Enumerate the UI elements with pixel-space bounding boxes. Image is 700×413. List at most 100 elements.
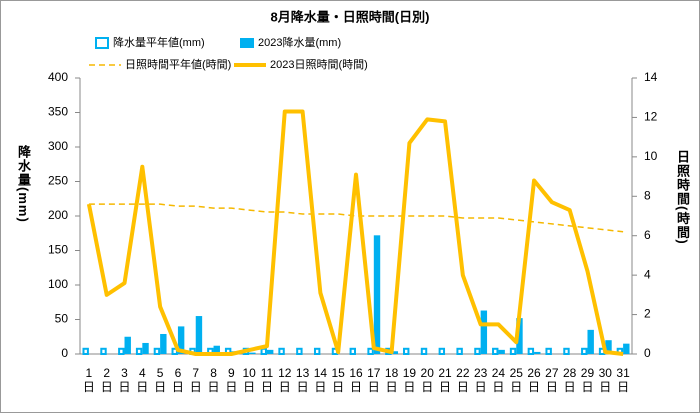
bar <box>124 336 131 354</box>
bar <box>142 342 149 354</box>
y-tick-label: 350 <box>48 105 68 119</box>
x-tick-label: 1日 <box>82 366 95 394</box>
bar <box>160 333 167 354</box>
legend-swatch <box>240 38 254 48</box>
x-tick-label: 24日 <box>491 366 506 394</box>
bar <box>420 347 428 356</box>
y2-tick-label: 14 <box>644 70 658 84</box>
bar <box>367 347 374 356</box>
x-tick-label: 25日 <box>509 366 523 394</box>
bar <box>563 347 570 356</box>
bar <box>516 318 523 354</box>
bar <box>213 345 220 354</box>
y-tick-label: 0 <box>61 346 68 360</box>
x-tick-label: 4日 <box>136 366 149 394</box>
y2-tick-label: 0 <box>644 346 651 360</box>
bar <box>480 310 488 354</box>
x-tick-label: 14日 <box>313 366 328 394</box>
x-tick-label: 17日 <box>367 366 381 394</box>
y2-tick-label: 4 <box>644 267 651 281</box>
x-tick-label: 30日 <box>598 366 612 394</box>
y2-tick-label: 6 <box>644 228 651 242</box>
x-tick-label: 26日 <box>527 366 541 394</box>
bar <box>492 347 499 356</box>
x-tick-label: 19日 <box>402 366 417 394</box>
x-tick-label: 5日 <box>154 366 167 394</box>
y2-tick-label: 8 <box>644 188 651 202</box>
x-tick-label: 22日 <box>456 366 470 394</box>
y-tick-label: 100 <box>48 277 68 291</box>
bar <box>266 349 274 354</box>
bar <box>391 351 399 354</box>
bar <box>509 347 517 356</box>
legend-label: 2023日照時間(時間) <box>270 58 368 71</box>
bar <box>545 347 552 356</box>
x-tick-label: 31日 <box>616 366 630 394</box>
bar <box>135 347 143 356</box>
x-tick-label: 18日 <box>384 366 399 394</box>
bar <box>605 340 612 354</box>
x-tick-label: 2日 <box>100 366 113 394</box>
bar <box>249 352 256 354</box>
x-tick-label: 21日 <box>438 366 452 394</box>
y2-tick-label: 12 <box>644 110 658 124</box>
x-tick-label: 23日 <box>473 366 488 394</box>
y-tick-label: 400 <box>48 70 68 84</box>
x-tick-label: 8日 <box>207 366 220 394</box>
legend-label: 2023降水量(mm) <box>258 35 341 49</box>
bar <box>278 347 285 356</box>
y-tick-label: 200 <box>48 208 68 222</box>
bar <box>82 347 89 356</box>
x-tick-label: 15日 <box>331 366 345 394</box>
bar <box>373 235 381 354</box>
y2-tick-label: 10 <box>644 149 658 163</box>
x-tick-label: 29日 <box>580 366 595 394</box>
bar <box>623 343 630 354</box>
legend-swatch <box>95 37 109 49</box>
bar <box>587 329 594 354</box>
bar <box>313 347 321 356</box>
bar <box>296 347 303 356</box>
y2-axis-label: 日照時間(時間) <box>675 150 690 245</box>
chart-title: 8月降水量・日照時間(日別) <box>271 9 430 24</box>
bar <box>527 347 535 356</box>
bar <box>403 347 410 356</box>
x-tick-label: 9日 <box>225 366 238 394</box>
y-tick-label: 150 <box>48 243 68 257</box>
bar <box>498 349 505 354</box>
x-tick-label: 12日 <box>278 366 292 394</box>
bar <box>349 347 357 356</box>
x-tick-label: 3日 <box>118 366 131 394</box>
line <box>86 109 624 356</box>
y-tick-label: 50 <box>55 312 69 326</box>
x-tick-label: 11日 <box>260 366 274 394</box>
bar <box>474 347 481 356</box>
bar <box>581 347 588 356</box>
x-tick-label: 10日 <box>242 366 256 394</box>
x-tick-label: 16日 <box>349 366 363 394</box>
bar <box>195 316 203 354</box>
bar <box>118 347 125 356</box>
bar <box>177 326 185 354</box>
bar <box>438 347 446 356</box>
x-tick-label: 27日 <box>545 366 559 394</box>
y2-tick-label: 2 <box>644 307 651 321</box>
legend-label: 降水量平年値(mm) <box>113 35 205 49</box>
bar <box>456 347 463 356</box>
y-tick-label: 300 <box>48 139 68 153</box>
x-tick-label: 6日 <box>171 366 184 394</box>
legend-label: 日照時間平年値(時間) <box>125 57 231 71</box>
bar <box>260 347 267 356</box>
x-tick-label: 20日 <box>420 366 434 394</box>
y-tick-label: 250 <box>48 174 68 188</box>
bar <box>100 347 107 356</box>
x-tick-label: 28日 <box>562 366 577 394</box>
x-tick-label: 7日 <box>189 366 202 394</box>
x-tick-label: 13日 <box>295 366 310 394</box>
bar <box>153 347 161 356</box>
bar <box>534 351 541 354</box>
y-axis-label: 降水量(mm) <box>16 145 31 223</box>
